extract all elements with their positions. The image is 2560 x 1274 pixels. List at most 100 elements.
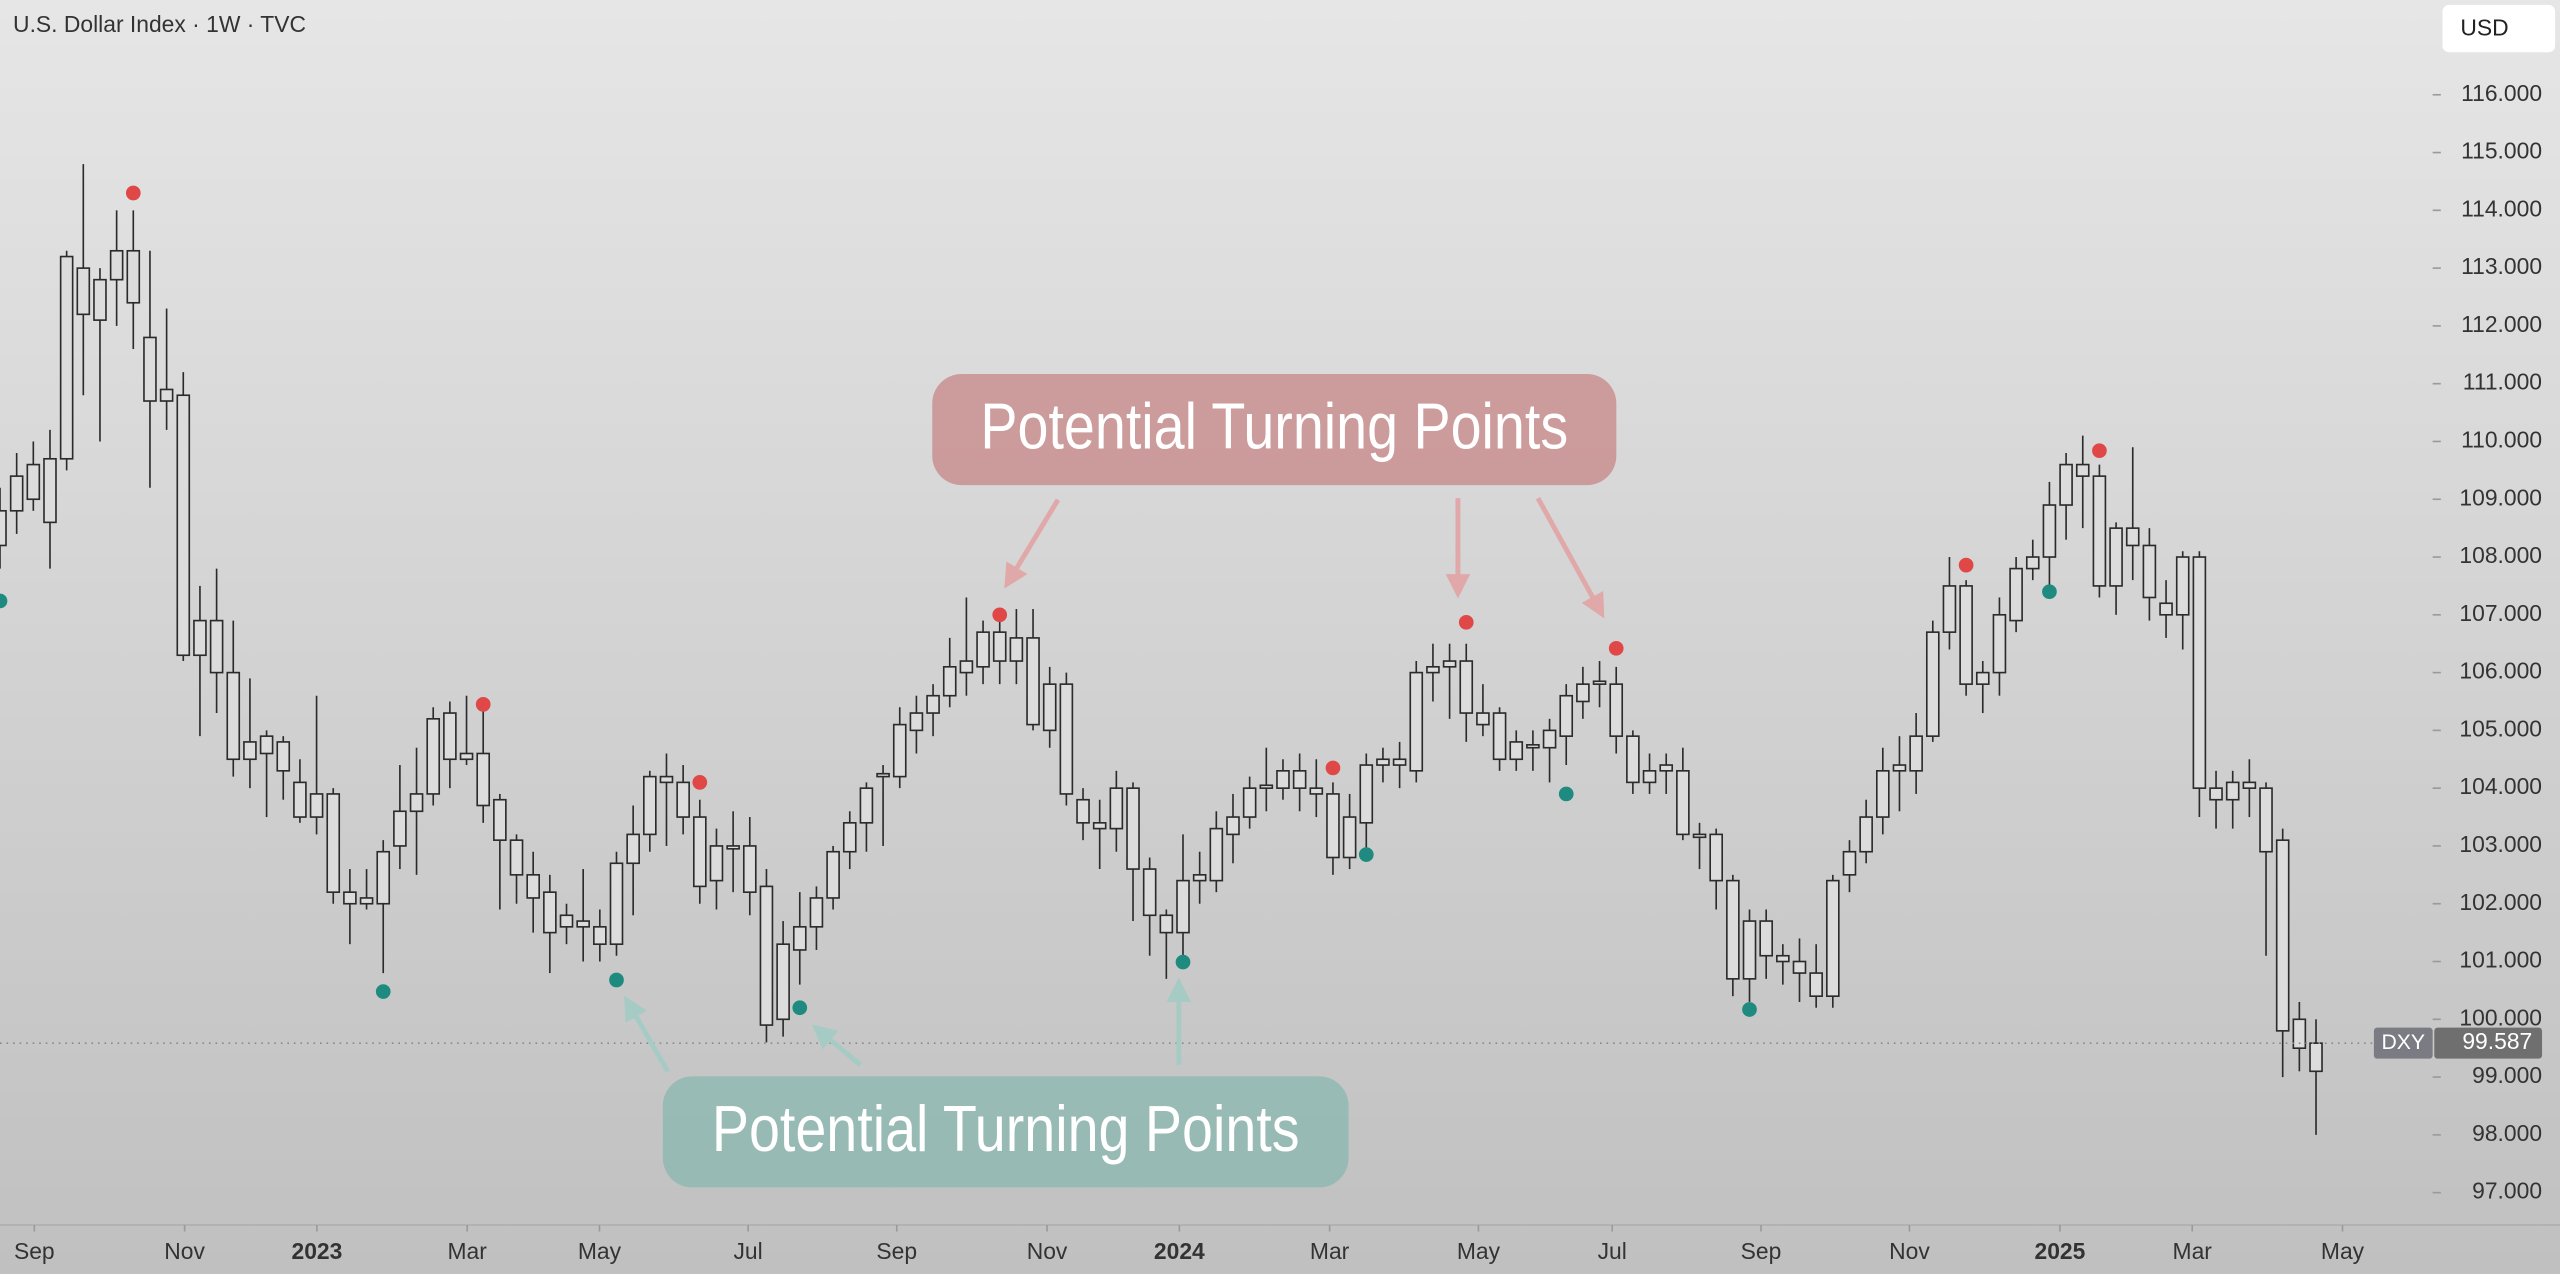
- candle-body: [1692, 833, 1707, 839]
- turning-point-dot: [1958, 557, 1974, 573]
- candle-body: [643, 775, 657, 836]
- candle-body: [1726, 879, 1740, 980]
- candle-body: [1826, 879, 1840, 997]
- candle-body: [376, 850, 391, 905]
- x-tick-label: 2025: [2034, 1238, 2085, 1264]
- candle-body: [1559, 694, 1574, 737]
- candle-body: [343, 891, 357, 905]
- candle-body: [2075, 463, 2090, 477]
- candle-body: [393, 810, 407, 847]
- y-tick-label: 104.000: [2459, 773, 2542, 799]
- x-tick-label: Mar: [1310, 1238, 1350, 1264]
- candle-body: [1875, 770, 1890, 818]
- x-tick-label: Sep: [1741, 1238, 1782, 1264]
- candle-body: [2059, 463, 2073, 506]
- candle-body: [2309, 1042, 2323, 1073]
- turning-point-dot: [1608, 640, 1624, 656]
- axes: 97.000 98.000 99.000 100.000 101.000 102.000 1…: [14, 80, 2543, 1264]
- x-tick-label: 2024: [1154, 1238, 1205, 1264]
- candle-body: [59, 255, 74, 460]
- candle-body: [1176, 879, 1190, 934]
- candle-body: [26, 463, 41, 501]
- candle-body: [759, 885, 774, 1026]
- candle-body: [1992, 613, 2007, 674]
- currency-label[interactable]: USD: [2460, 14, 2508, 40]
- turning-point-dot: [1742, 1002, 1757, 1017]
- candle-body: [2292, 1018, 2307, 1050]
- candle-body: [859, 787, 874, 824]
- candle-body: [1259, 784, 1274, 789]
- candle-body: [792, 926, 807, 951]
- y-tick-label: 97.000: [2472, 1178, 2542, 1204]
- x-tick-label: Mar: [448, 1238, 488, 1264]
- candle-body: [1909, 735, 1923, 772]
- candle-body: [43, 457, 57, 524]
- candle-body: [1376, 758, 1390, 766]
- candle-body: [359, 897, 374, 905]
- candle-body: [576, 920, 590, 928]
- candle-body: [826, 850, 840, 899]
- candle-body: [293, 781, 307, 818]
- candle-body: [1309, 787, 1324, 795]
- candle-body: [659, 775, 674, 784]
- candle-body: [609, 862, 624, 945]
- candle-body: [1359, 764, 1374, 824]
- candle-body: [1492, 712, 1507, 761]
- candle-body: [259, 735, 274, 755]
- turning-point-dot: [475, 697, 491, 712]
- x-tick-label: Nov: [164, 1238, 205, 1264]
- candle-body: [992, 631, 1007, 662]
- x-tick-label: May: [1457, 1238, 1501, 1264]
- last-price-box: [2434, 1027, 2543, 1059]
- turning-point-dot: [2042, 584, 2057, 600]
- candle-body: [1592, 680, 1607, 685]
- annotation-arrow: [624, 995, 670, 1073]
- x-tick-label: Sep: [876, 1238, 917, 1264]
- turning-point-dot: [1458, 614, 1474, 630]
- candle-body: [459, 752, 474, 761]
- candle-body: [159, 388, 174, 402]
- candle-body: [1159, 914, 1174, 934]
- candle-body: [1242, 787, 1257, 818]
- candle-body: [1326, 793, 1340, 859]
- candle-body: [276, 741, 291, 772]
- turning-point-dot: [609, 972, 624, 988]
- candle-body: [1892, 764, 1907, 772]
- turning-point-dot: [2092, 443, 2107, 459]
- candle-body: [309, 793, 324, 818]
- turning-point-dot: [125, 185, 141, 201]
- x-tick-label: May: [2321, 1238, 2365, 1264]
- annotation-text: Potential Turning Points: [980, 389, 1568, 462]
- annotation-arrow: [811, 1024, 862, 1067]
- y-tick-label: 107.000: [2459, 600, 2542, 626]
- y-tick-label: 111.000: [2463, 369, 2542, 395]
- y-tick-label: 116.000: [2461, 80, 2542, 106]
- annotation-box: [662, 1076, 1349, 1188]
- candle-body: [76, 267, 91, 316]
- candle-body: [2275, 839, 2290, 1032]
- candle-body: [2092, 475, 2107, 587]
- turning-point-dot: [1175, 954, 1191, 970]
- turning-point-dot: [992, 607, 1008, 623]
- y-tick-label: 115.000: [2461, 138, 2542, 164]
- candle-body: [326, 793, 341, 893]
- series-name-box: [2373, 1027, 2433, 1059]
- candle-body: [1942, 585, 1957, 633]
- currency-button[interactable]: [2442, 4, 2556, 53]
- y-tick-label: 114.000: [2461, 195, 2542, 221]
- candle-body: [959, 660, 974, 674]
- candle-body: [2209, 787, 2223, 801]
- candle-body: [1126, 787, 1140, 870]
- candle-body: [1076, 798, 1090, 824]
- annotation-box: [932, 374, 1617, 486]
- y-tick-label: 110.000: [2461, 426, 2542, 452]
- series-name: DXY: [2381, 1031, 2425, 1054]
- candle-body: [1292, 770, 1307, 789]
- y-tick-label: 103.000: [2459, 831, 2542, 857]
- candle-body: [2109, 527, 2123, 587]
- candle-body: [1925, 631, 1940, 737]
- candle-body: [1659, 764, 1674, 772]
- candle-body: [493, 798, 507, 841]
- candle-body: [1226, 816, 1240, 836]
